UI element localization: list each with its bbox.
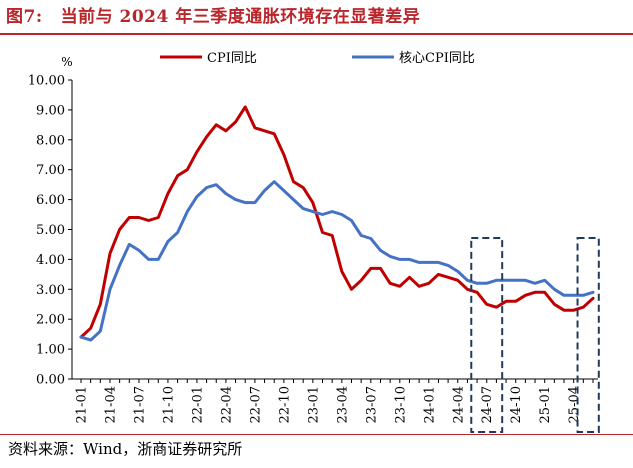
highlight-boxes [470, 237, 600, 433]
y-axis: 0.00 1.00 2.00 3.00 4.00 5.00 6.00 7.00 8.00 9.00… [28, 74, 73, 388]
x-tick-label: 23-01 [306, 386, 321, 423]
y-tick-label: 1.00 [36, 343, 65, 358]
figure-title-text: 当前与 2024 年三季度通胀环境存在显著差异 [60, 7, 421, 27]
legend: CPI同比 核心CPI同比 [160, 51, 475, 66]
cpi-line-chart: CPI同比 核心CPI同比 % 0.00 1.00 2.00 3.00 4.00 5.00 6… [28, 51, 600, 433]
x-axis: 21-01 21-04 21-07 21-10 22-01 22-04 22-07 22-10… [72, 378, 598, 423]
y-tick-label: 7.00 [36, 163, 65, 178]
figure-label: 图7: [6, 7, 43, 27]
cpi-yoy-line [79, 105, 595, 339]
x-tick-label: 21-10 [161, 386, 176, 423]
x-tick-label: 22-04 [219, 386, 234, 423]
y-axis-unit-label: % [61, 55, 72, 69]
title-divider [0, 33, 633, 35]
x-tick-label: 24-07 [480, 386, 495, 423]
y-tick-label: 9.00 [36, 103, 65, 118]
highlight-box-1 [470, 237, 504, 433]
y-tick-label: 3.00 [36, 283, 65, 298]
x-tick-label: 22-07 [248, 386, 263, 423]
x-tick-label: 24-10 [509, 386, 524, 423]
y-tick-label: 6.00 [36, 193, 65, 208]
legend-item-core-cpi: 核心CPI同比 [352, 51, 475, 66]
series-lines [79, 105, 595, 342]
x-tick-label: 25-04 [567, 386, 582, 423]
x-tick-label: 24-04 [451, 386, 466, 423]
figure-title: 图7: 当前与 2024 年三季度通胀环境存在显著差异 [6, 2, 420, 27]
x-tick-label: 23-10 [393, 386, 408, 423]
y-tick-label: 4.00 [36, 253, 65, 268]
legend-label: CPI同比 [207, 51, 257, 66]
x-tick-label: 21-01 [75, 386, 90, 423]
y-tick-label: 10.00 [28, 74, 65, 89]
x-tick-label: 21-07 [132, 386, 147, 423]
x-tick-label: 23-07 [364, 386, 379, 423]
highlight-box-2 [576, 237, 600, 433]
x-tick-label: 24-01 [422, 386, 437, 423]
legend-label: 核心CPI同比 [399, 51, 475, 66]
x-tick-label: 21-04 [103, 386, 118, 423]
y-tick-label: 5.00 [36, 223, 65, 238]
x-tick-label: 22-10 [277, 386, 292, 423]
source-divider [0, 434, 633, 435]
source-note: 资料来源：Wind，浙商证券研究所 [8, 440, 243, 458]
x-tick-label: 25-01 [538, 386, 553, 423]
x-tick-label: 23-04 [335, 386, 350, 423]
y-tick-label: 8.00 [36, 133, 65, 148]
y-tick-label: 2.00 [36, 313, 65, 328]
legend-item-cpi: CPI同比 [160, 51, 257, 66]
y-tick-label: 0.00 [36, 373, 65, 388]
core-cpi-yoy-line [79, 180, 595, 342]
x-tick-label: 22-01 [190, 386, 205, 423]
